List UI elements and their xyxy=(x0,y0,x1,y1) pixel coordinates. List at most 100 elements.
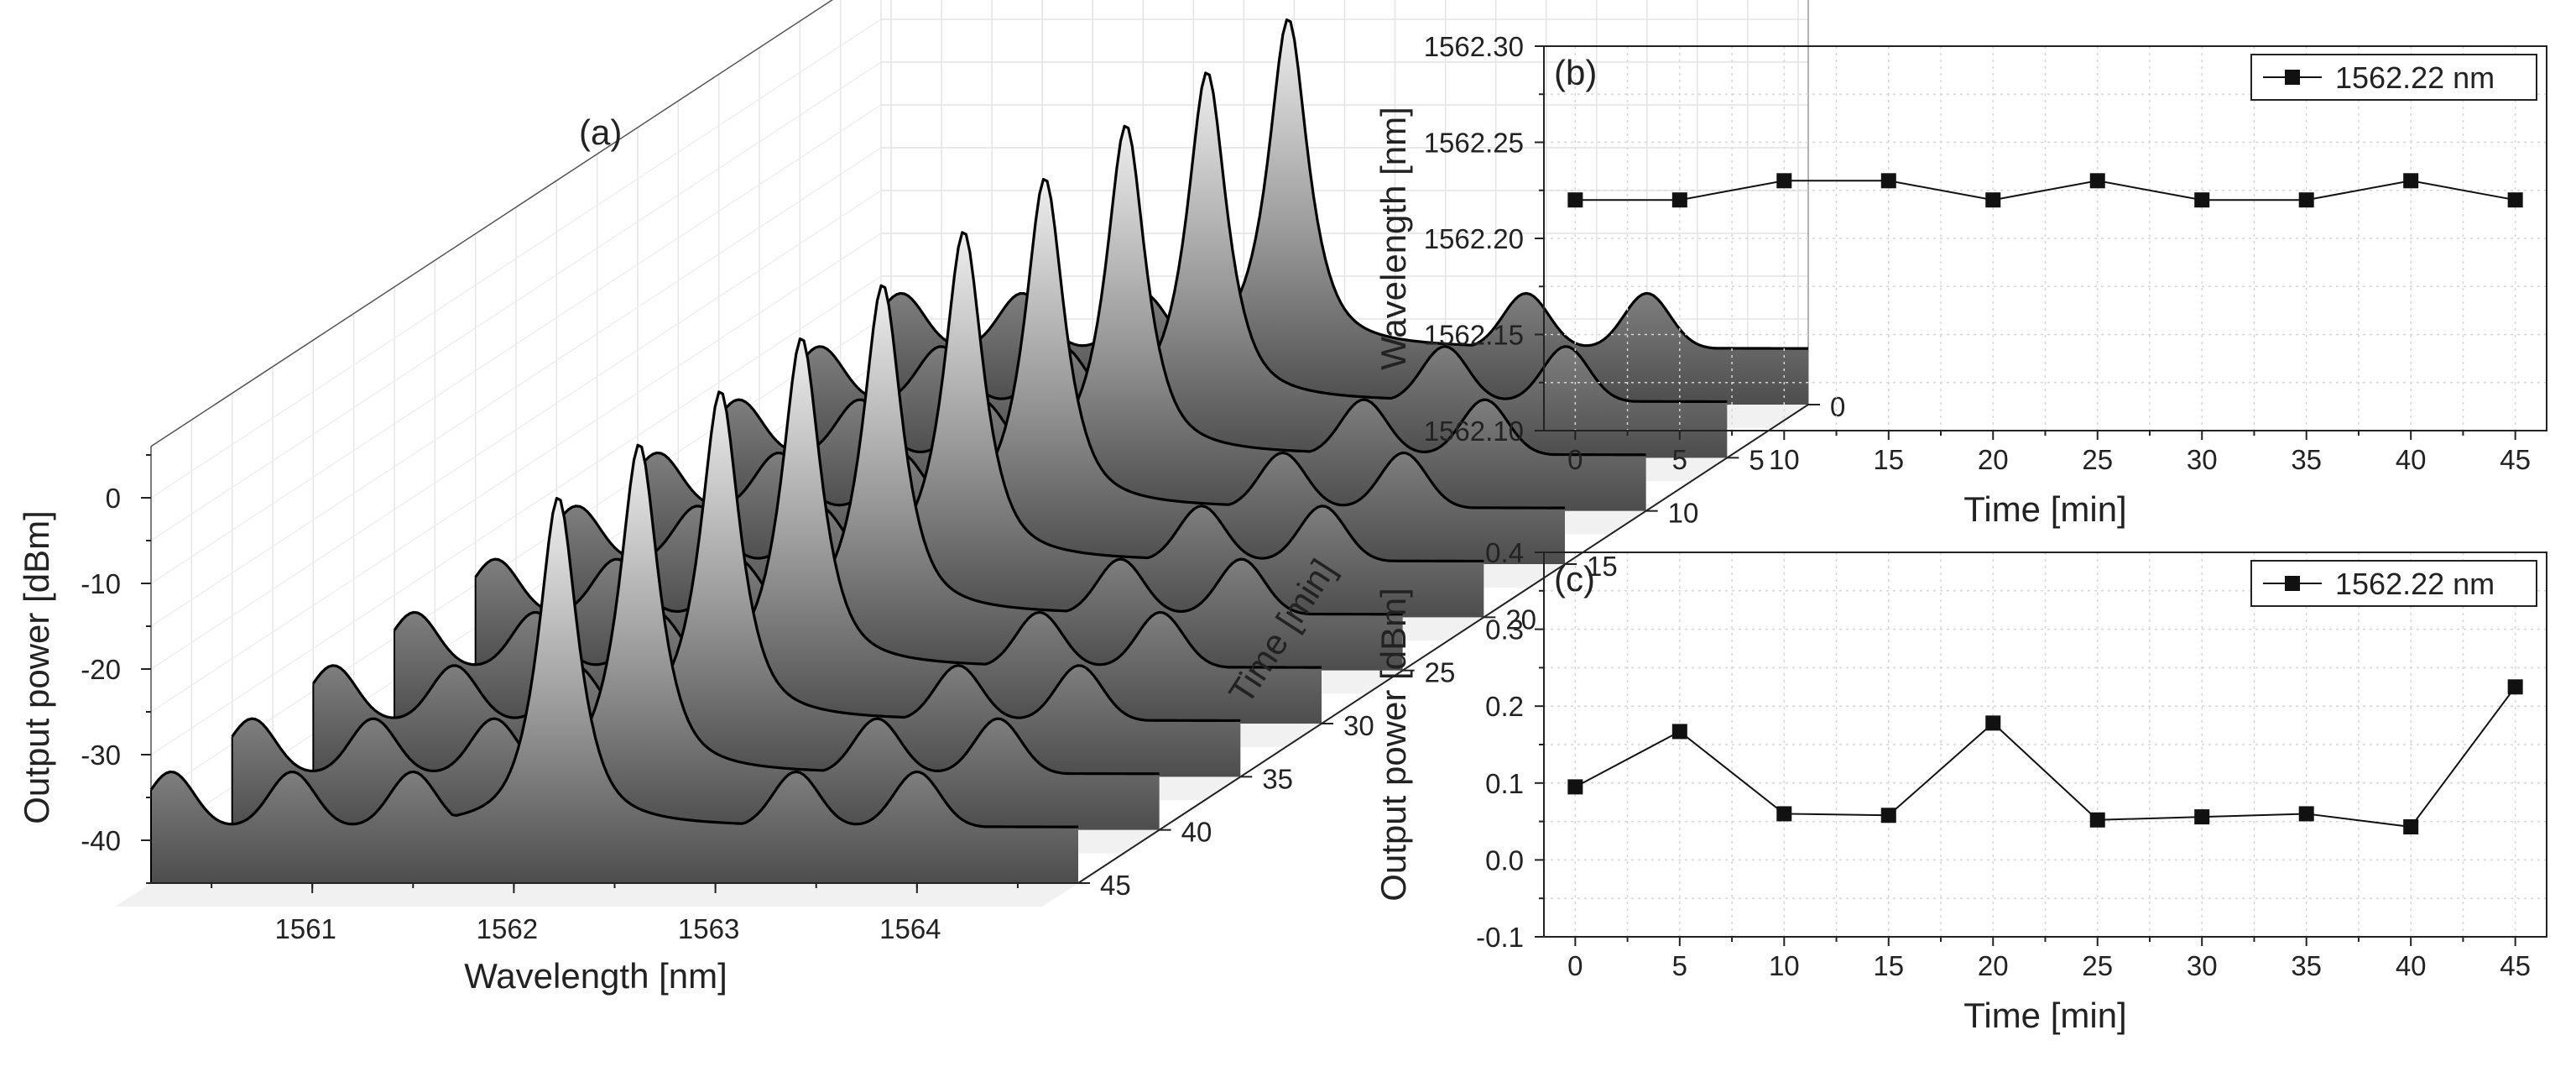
x-tick-label: 45 xyxy=(2500,950,2531,981)
data-point xyxy=(2089,173,2105,189)
z-tick-label: 15 xyxy=(1587,551,1618,582)
data-point xyxy=(2298,192,2314,208)
x-tick-label: 1562 xyxy=(477,913,538,944)
side-grid-line xyxy=(150,275,882,755)
y-tick-label: 0.4 xyxy=(1485,537,1524,568)
x-tick-label: 15 xyxy=(1873,444,1904,475)
z-tick-label: 40 xyxy=(1181,817,1212,848)
y-axis-title: Output power [dBm] xyxy=(17,510,56,824)
x-axis-title: Time [min] xyxy=(1963,489,2126,529)
y-tick-label: 1562.10 xyxy=(1424,416,1524,447)
x-tick-label: 10 xyxy=(1769,950,1800,981)
y-tick-label: -20 xyxy=(81,654,121,685)
data-point xyxy=(1567,192,1583,208)
x-tick-label: 35 xyxy=(2291,444,2322,475)
legend-marker xyxy=(2285,576,2300,591)
x-tick-label: 40 xyxy=(2396,444,2427,475)
data-point xyxy=(1671,192,1687,208)
plot-frame xyxy=(1543,552,2547,938)
y-tick-label: 0.2 xyxy=(1485,691,1524,722)
data-point xyxy=(2507,192,2523,208)
x-tick-label: 20 xyxy=(1978,444,2009,475)
panel-a-waterfall-plot: 1561 1562 1563 1564 Wavelength [nm] 0 -10 -20 -3… xyxy=(17,0,1845,996)
data-point xyxy=(2194,192,2210,208)
legend: 1562.22 nm xyxy=(2250,560,2537,607)
side-grid-line xyxy=(150,318,882,798)
panel-c-power-plot: 0 5 10 15 20 25 30 35 40 45 -0.1 0.0 0.1 0.2 0.3 0.4 Tim… xyxy=(1374,537,2547,1035)
back-panel-edge xyxy=(1807,0,1809,405)
trace-line xyxy=(149,496,1079,829)
y-tick-label: 1562.30 xyxy=(1424,31,1524,62)
top-left-edge xyxy=(150,0,834,447)
y-tick-label: 0.3 xyxy=(1485,614,1524,646)
data-point xyxy=(1776,806,1792,822)
z-tick-label: 10 xyxy=(1668,498,1699,529)
y-axis-title: Wavelength [nm] xyxy=(1374,107,1413,370)
panel-label: (c) xyxy=(1554,559,1595,599)
y-tick-label: 1562.15 xyxy=(1424,320,1524,351)
x-tick-label: 25 xyxy=(2082,950,2113,981)
z-tick-label: 35 xyxy=(1262,763,1293,794)
side-grid-line xyxy=(150,233,882,713)
trace-line xyxy=(231,443,1160,776)
panel-label: (b) xyxy=(1554,53,1597,92)
data-point xyxy=(2089,812,2105,828)
data-point xyxy=(1671,724,1687,740)
z-tick-label: 45 xyxy=(1100,870,1131,901)
x-tick-label: 0 xyxy=(1567,444,1583,475)
trace-floor-ribbon xyxy=(115,883,1078,907)
x-tick-label: 5 xyxy=(1672,444,1687,475)
z-tick-label: 20 xyxy=(1505,604,1536,635)
z-tick-label: 30 xyxy=(1343,710,1374,741)
series-line xyxy=(1575,180,2516,201)
data-point xyxy=(1985,715,2001,731)
x-tick-label: 1561 xyxy=(274,913,336,944)
trace-line xyxy=(312,390,1241,723)
z-axis-line xyxy=(1077,404,1809,884)
spectrum-trace xyxy=(845,18,1809,428)
spectrum-trace xyxy=(115,496,1079,907)
series-line xyxy=(1574,686,2516,829)
y-tick-label: -30 xyxy=(81,740,121,771)
y-axis-title: Output power [dBm] xyxy=(1374,588,1413,902)
data-point xyxy=(1776,173,1792,189)
trace-fill xyxy=(151,498,1078,883)
z-tick-label: 5 xyxy=(1749,444,1764,475)
x-tick-label: 30 xyxy=(2187,444,2218,475)
y-tick-label: 0.0 xyxy=(1485,844,1524,876)
z-tick-label: 0 xyxy=(1830,391,1845,422)
side-grid-line xyxy=(150,147,882,627)
data-point xyxy=(2194,809,2210,825)
side-grid-line xyxy=(150,104,882,584)
data-point xyxy=(1567,779,1583,795)
side-grid-line xyxy=(150,61,882,541)
trace-fill xyxy=(232,445,1160,830)
data-point xyxy=(2507,679,2523,695)
legend-label: 1562.22 nm xyxy=(2335,60,2495,95)
x-tick-label: 30 xyxy=(2187,950,2218,981)
x-tick-label: 20 xyxy=(1978,950,2009,981)
x-tick-label: 5 xyxy=(1672,950,1687,981)
z-tick-label: 25 xyxy=(1425,657,1456,688)
y-tick-label: -40 xyxy=(81,825,121,856)
x-tick-label: 15 xyxy=(1873,950,1904,981)
y-tick-label: 0 xyxy=(106,483,121,514)
data-point xyxy=(1880,173,1896,189)
x-tick-label: 0 xyxy=(1567,950,1583,981)
trace-fill xyxy=(313,391,1241,777)
x-axis-title: Wavelength [nm] xyxy=(464,956,727,996)
x-tick-label: 1564 xyxy=(879,913,941,944)
data-point xyxy=(1985,192,2001,208)
x-tick-label: 40 xyxy=(2396,950,2427,981)
y-tick-label: 1562.25 xyxy=(1424,128,1524,159)
panel-b-wavelength-plot: 0 5 10 15 20 25 30 35 40 451562.101562.151562.201… xyxy=(1374,31,2547,529)
y-tick-label: 1562.20 xyxy=(1424,223,1524,254)
panel-label: (a) xyxy=(579,112,622,152)
legend: 1562.22 nm xyxy=(2250,54,2537,101)
x-tick-label: 1563 xyxy=(678,913,739,944)
legend-label: 1562.22 nm xyxy=(2335,567,2495,601)
y-tick-label: 0.1 xyxy=(1485,768,1524,799)
data-point xyxy=(1880,808,1896,823)
y-tick-label: -0.1 xyxy=(1476,922,1524,953)
